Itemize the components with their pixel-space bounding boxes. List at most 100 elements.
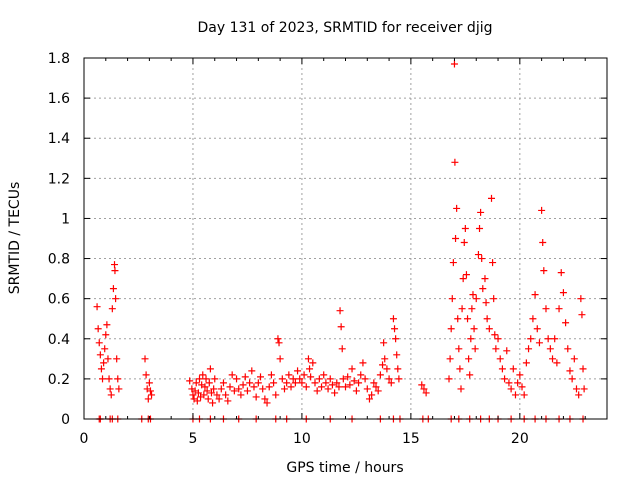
data-point-marker [370, 379, 378, 387]
data-point-marker [302, 383, 310, 391]
data-point-marker [204, 395, 212, 403]
data-point-marker [318, 383, 326, 391]
data-point-marker [449, 259, 457, 267]
data-point-marker [205, 379, 213, 387]
data-point-marker [202, 375, 210, 383]
data-point-marker [471, 345, 479, 353]
data-point-marker [465, 355, 473, 363]
data-point-marker [100, 359, 108, 367]
data-point-marker [503, 347, 511, 355]
data-point-marker [274, 335, 282, 343]
data-point-marker [482, 299, 490, 307]
data-point-marker [298, 379, 306, 387]
data-point-marker [551, 335, 559, 343]
data-point-marker [102, 331, 110, 339]
data-point-marker [549, 355, 557, 363]
data-point-marker [539, 239, 547, 247]
x-axis-label: GPS time / hours [286, 460, 403, 476]
data-point-marker [320, 371, 328, 379]
data-point-marker [250, 383, 258, 391]
data-point-marker [108, 305, 116, 313]
data-point-marker [395, 375, 403, 383]
data-point-marker [324, 385, 332, 393]
data-point-marker [501, 375, 509, 383]
data-point-marker [344, 373, 352, 381]
data-point-marker [336, 307, 344, 315]
y-tick-label: 0.6 [48, 292, 70, 308]
data-point-marker [115, 385, 123, 393]
data-point-marker [207, 389, 215, 397]
data-point-marker [450, 60, 458, 68]
data-point-marker [477, 208, 485, 216]
y-tick-label: 1.8 [48, 51, 70, 67]
data-point-marker [468, 305, 476, 313]
data-point-marker [265, 383, 273, 391]
data-point-marker [333, 379, 341, 387]
data-point-marker [363, 385, 371, 393]
data-point-marker [294, 367, 302, 375]
data-point-marker [457, 385, 465, 393]
data-point-marker [280, 385, 288, 393]
data-point-marker [304, 355, 312, 363]
data-point-marker [252, 393, 260, 401]
x-tick-label: 10 [293, 431, 311, 447]
data-point-marker [489, 259, 497, 267]
data-point-marker [580, 385, 588, 393]
data-point-marker [527, 335, 535, 343]
data-markers [93, 60, 588, 423]
data-point-marker [446, 355, 454, 363]
data-point-marker [470, 325, 478, 333]
data-point-marker [96, 351, 104, 359]
data-point-marker [141, 355, 149, 363]
data-point-marker [466, 371, 474, 379]
data-point-marker [342, 383, 349, 391]
data-point-marker [257, 373, 265, 381]
data-point-marker [233, 375, 241, 383]
data-point-marker [195, 375, 203, 383]
data-point-marker [105, 375, 113, 383]
data-point-marker [575, 391, 583, 399]
data-point-marker [557, 269, 565, 277]
data-point-marker [368, 391, 376, 399]
axis-ticks [83, 57, 607, 420]
data-point-marker [285, 371, 293, 379]
chart-title: Day 131 of 2023, SRMTID for receiver dji… [198, 20, 493, 36]
data-point-marker [469, 291, 477, 299]
data-point-marker [509, 365, 517, 373]
data-point-marker [448, 295, 456, 303]
data-point-marker [109, 285, 117, 293]
data-point-marker [529, 315, 537, 323]
data-point-marker [490, 295, 498, 303]
data-point-marker [418, 381, 426, 389]
data-point-marker [376, 371, 384, 379]
data-point-marker [355, 379, 363, 387]
data-point-marker [313, 387, 321, 395]
data-point-marker [483, 315, 491, 323]
data-point-marker [276, 355, 284, 363]
data-point-marker [391, 325, 399, 333]
data-point-marker [146, 387, 154, 395]
data-point-marker [99, 375, 107, 383]
data-point-marker [467, 335, 475, 343]
data-point-marker [211, 375, 219, 383]
data-point-marker [228, 371, 236, 379]
data-point-marker [287, 383, 295, 391]
data-point-marker [572, 385, 580, 393]
data-point-marker [491, 331, 499, 339]
data-point-marker [562, 319, 570, 327]
data-point-marker [361, 375, 369, 383]
data-point-marker [374, 387, 382, 395]
data-point-marker [540, 267, 548, 275]
data-point-marker [505, 379, 513, 387]
data-point-marker [389, 315, 397, 323]
data-point-marker [306, 365, 314, 373]
data-point-marker [535, 339, 543, 347]
data-point-marker [201, 383, 209, 391]
data-point-marker [315, 375, 323, 383]
data-point-marker [189, 391, 197, 399]
data-point-marker [97, 365, 105, 373]
data-point-marker [259, 385, 267, 393]
data-point-marker [239, 381, 247, 389]
data-point-marker [142, 371, 150, 379]
